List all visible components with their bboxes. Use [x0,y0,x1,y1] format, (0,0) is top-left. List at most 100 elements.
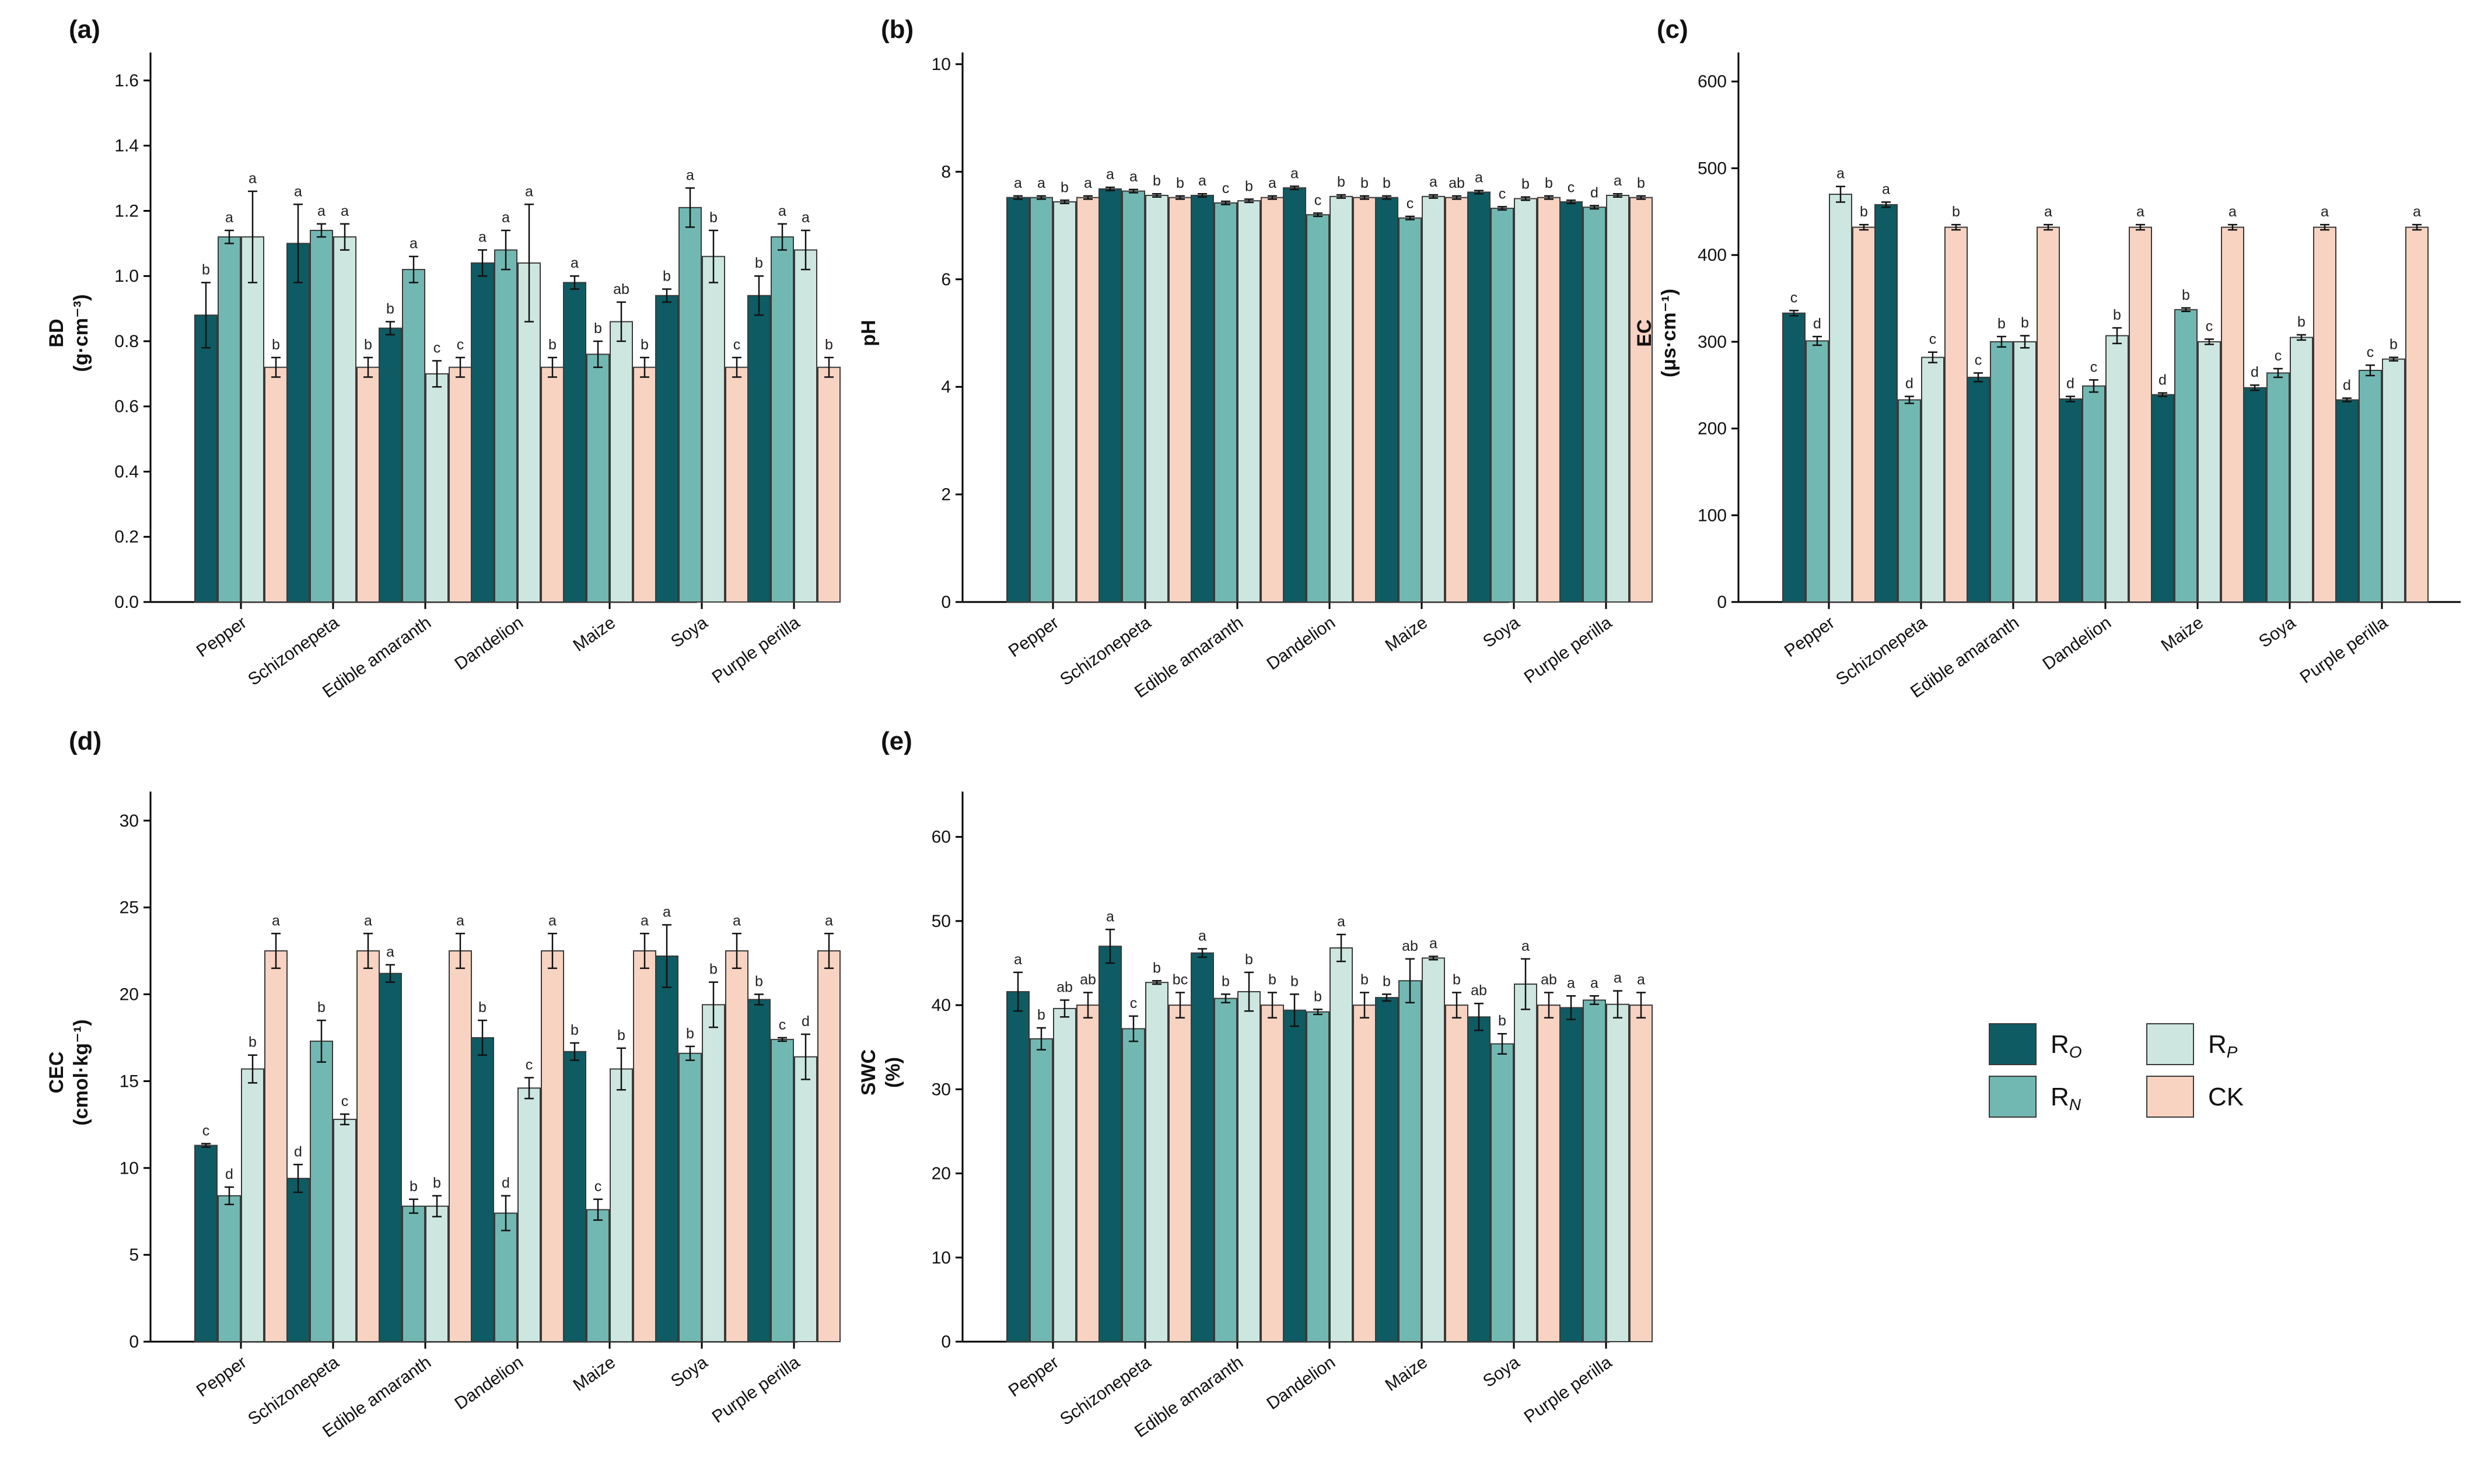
significance-letter: a [1567,975,1575,991]
y-axis-title: CEC [46,1052,68,1094]
bar-ck [449,950,472,1343]
bar-rp [1145,194,1168,603]
y-axis-unit: (%) [882,1057,904,1088]
significance-letter: d [1590,184,1598,201]
bar-rn [1398,980,1422,1342]
bar-rp [1606,194,1629,603]
bar-ck [1852,226,1876,603]
bar-ck [264,950,288,1343]
bar-ck [2037,226,2060,603]
significance-letter: a [1014,175,1022,191]
significance-letter: a [456,912,464,929]
bar-rp [333,1118,356,1343]
bar-rp [425,1205,449,1342]
significance-letter: a [663,904,671,920]
x-category-label: Dandelion [2039,613,2115,674]
significance-letter: b [1176,175,1184,191]
significance-letter: a [641,912,649,929]
significance-letter: a [2413,204,2421,220]
bar-rn [678,1052,702,1343]
significance-letter: a [2136,204,2144,220]
bar-ck [356,366,380,603]
bar-ro [2059,398,2082,603]
significance-letter: a [341,203,349,219]
bar-rn [2174,309,2198,603]
x-category-label: Schizonepeta [1056,613,1154,690]
significance-letter: b [433,1175,441,1191]
y-tick-label: 0.6 [114,397,139,416]
significance-letter: a [802,209,810,226]
significance-letter: d [2251,364,2259,380]
significance-letter: a [2321,204,2329,220]
bar-rp [2290,337,2313,603]
significance-letter: c [779,1017,786,1033]
bar-ck [2313,226,2336,603]
legend-swatch-rp [2146,1023,2194,1065]
bar-ro [1006,991,1030,1343]
significance-letter: c [457,337,464,353]
bar-rp [1237,991,1261,1343]
significance-letter: a [1836,166,1845,182]
bar-rn [1583,999,1606,1343]
significance-letter: c [2275,348,2282,364]
bar-ck [264,366,288,603]
bar-rn [1806,340,1829,603]
bar-rp [241,1068,264,1342]
significance-letter: a [1521,938,1530,954]
bar-rp [1829,194,1852,603]
bar-rn [218,1195,241,1342]
y-tick-label: 10 [932,1248,951,1268]
significance-letter: a [1106,166,1114,183]
bar-ro [1283,1009,1306,1342]
x-category-label: Maize [1382,1353,1431,1395]
bar-ro [1283,187,1306,603]
bar-ck [1168,1005,1192,1342]
bar-ro [1375,997,1398,1342]
significance-letter: b [663,268,671,285]
y-tick-label: 30 [120,811,139,831]
bar-ro [194,1144,218,1343]
bar-ck [356,950,380,1343]
significance-letter: b [272,337,280,353]
y-tick-label: 50 [932,912,951,931]
bar-rp [1422,957,1445,1343]
y-axis-unit: (μs·cm⁻¹) [1658,289,1680,377]
bar-rp [610,321,633,603]
significance-letter: a [294,183,302,200]
significance-letter: a [1106,908,1114,925]
bar-rn [1898,399,1921,603]
bar-rn [1306,214,1330,603]
bar-ck [541,950,564,1343]
bar-rn [586,354,610,603]
significance-letter: c [594,1178,602,1195]
y-tick-label: 400 [1698,246,1727,265]
significance-letter: c [1499,186,1506,202]
significance-letter: b [1952,204,1960,220]
x-category-label: Pepper [193,613,250,662]
bar-rn [771,236,794,603]
y-tick-label: 25 [120,898,139,918]
significance-letter: a [1198,173,1206,189]
bar-rp [1514,198,1537,603]
y-tick-label: 5 [129,1245,139,1265]
bar-ro [1375,197,1398,603]
significance-letter: a [1129,169,1138,185]
y-tick-label: 20 [120,985,139,1005]
significance-letter: a [1037,175,1045,191]
bar-ro [2151,394,2174,603]
bar-rn [1398,217,1422,603]
bar-rp [241,236,264,603]
bar-rn [402,269,425,603]
significance-letter: a [478,229,487,246]
significance-letter: ab [1080,971,1096,988]
bar-rn [494,249,517,603]
bar-ro [1782,312,1806,603]
significance-letter: a [1475,170,1483,186]
y-tick-label: 0 [941,1332,951,1352]
bar-rn [2082,385,2105,603]
y-axis-title: pH [858,320,880,346]
significance-letter: b [249,1034,257,1051]
significance-letter: d [1905,376,1913,392]
bar-ro [2243,387,2266,603]
x-category-label: Schizonepeta [244,1353,342,1429]
